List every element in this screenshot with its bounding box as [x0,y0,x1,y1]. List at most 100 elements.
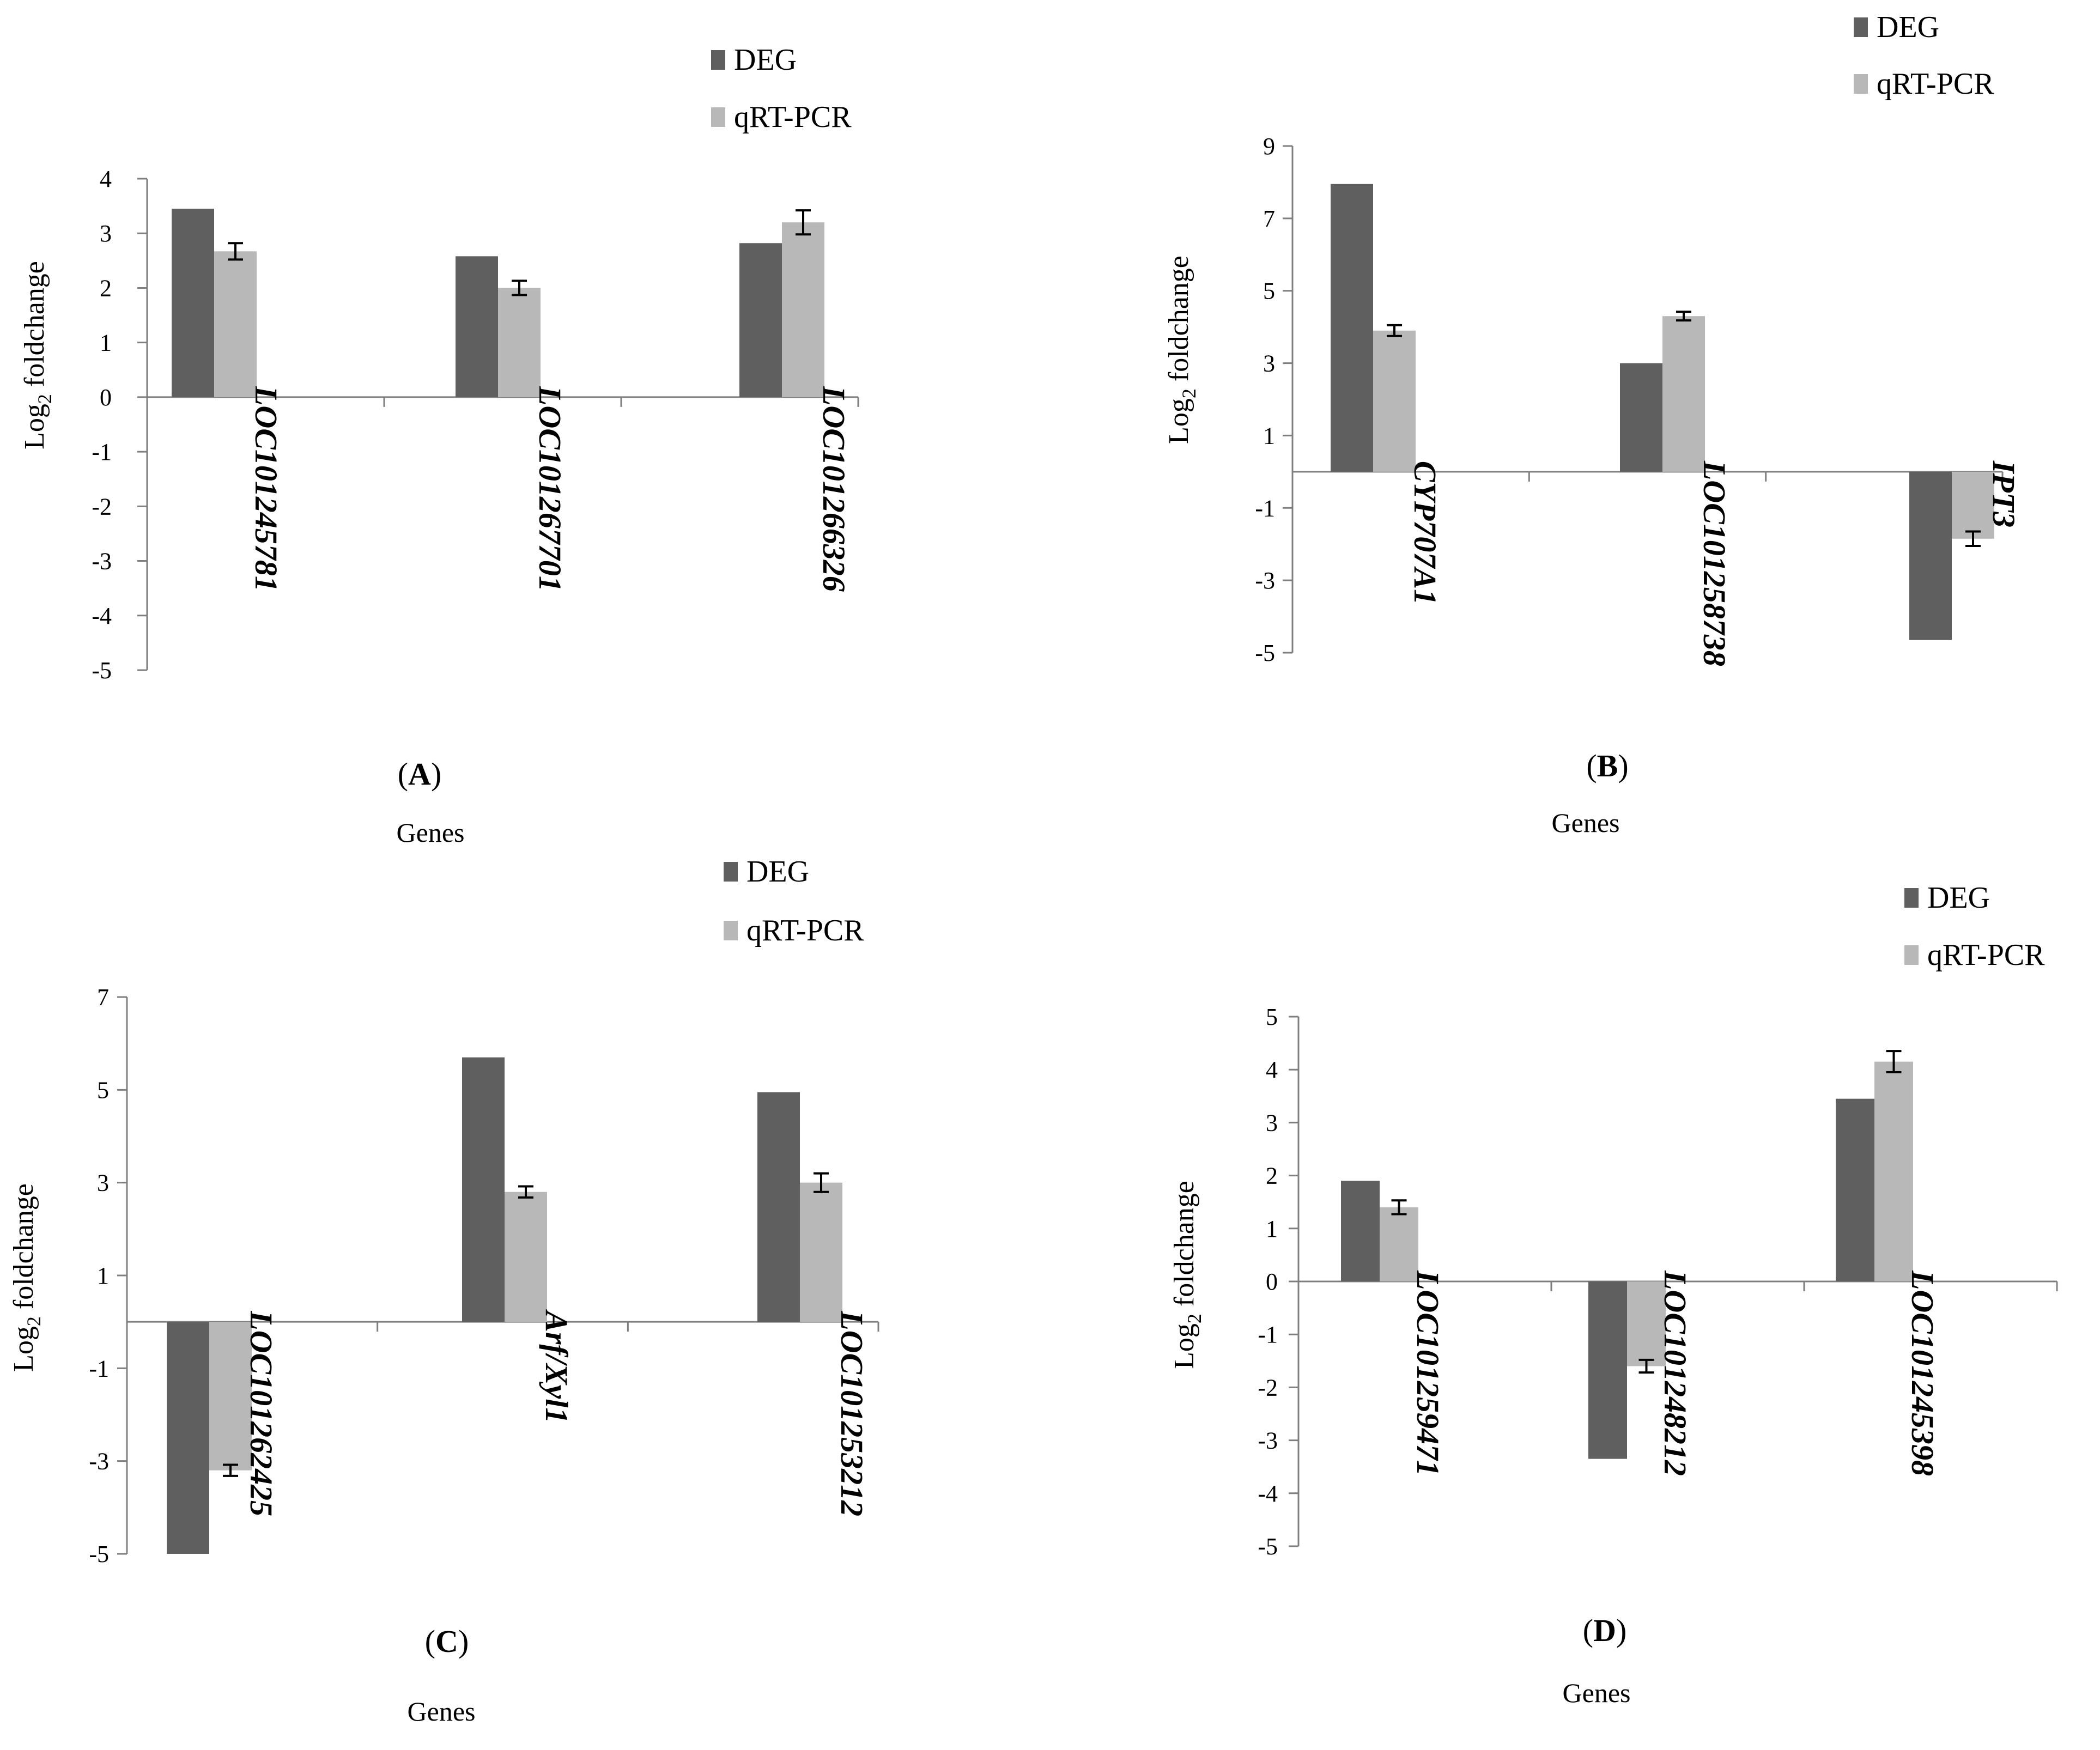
chart-panel-a: 4 3 2 1 0 -1 -2 -3 -4 -5 LOC101245781 LOC101267701 L… [19,43,859,848]
legend: DEG qRT-PCR [724,855,864,947]
y-tick-label: -2 [1258,1374,1278,1401]
panel-label-letter: A [408,756,431,792]
deg-bar [167,1322,209,1554]
deg-bar [1620,363,1662,472]
y-tick-label: 5 [1263,278,1275,305]
gene-label: LOC101245398 [1905,1270,1940,1476]
panel-label-open: ( [398,756,408,792]
qrt-pcr-bar [498,288,541,397]
y-tick-label: -3 [89,1448,109,1475]
deg-bar [1331,184,1373,472]
legend-label-deg: DEG [734,43,797,77]
y-tick-label: 3 [1266,1109,1278,1136]
gene-label: IPT3 [1986,460,2022,527]
y-tick-label: -3 [1258,1427,1278,1454]
y-tick-label: -3 [92,548,112,575]
deg-bar [1836,1098,1874,1281]
qrt-pcr-bar [1662,316,1705,472]
qrt-pcr-bar [800,1182,842,1322]
y-tick-label: 3 [1263,350,1275,377]
legend-swatch-deg [711,50,725,70]
y-tick-label: 4 [1266,1056,1278,1083]
gene-label: LOC101245781 [248,386,284,592]
legend-swatch-qrt-pcr [711,107,725,127]
chart-panel-d: 5 4 3 2 1 0 -1 -2 -3 -4 -5 LOC101259471 LOC101248212… [1169,881,2058,1708]
panel-label-open: ( [1586,748,1597,783]
gene-label: LOC101262425 [244,1310,279,1516]
qrt-pcr-bar [782,222,824,397]
y-axis-label-subscript: 2 [23,1316,45,1326]
panel-label-close: ) [458,1624,469,1659]
chart-panel-c: 7 5 3 1 -1 -3 -5 LOC101262425 Arf/Xyl1 LOC1012532… [8,855,879,1727]
legend-swatch-qrt-pcr [1854,74,1868,94]
y-axis-label-rest: foldchange [8,1183,39,1316]
y-tick-label: 1 [97,1262,109,1289]
panel-label-letter: C [435,1624,458,1659]
panel-label-letter: B [1597,748,1618,783]
legend-label-qrt-pcr: qRT-PCR [1927,938,2045,972]
y-tick-label: 9 [1263,133,1275,160]
y-tick-label: 0 [1266,1268,1278,1295]
y-tick-label: -1 [92,439,112,465]
y-axis-label-log: Log [1169,1323,1200,1369]
gene-label: CYP707A1 [1407,461,1443,605]
qrt-pcr-bar [1380,1207,1418,1281]
y-tick-label: -2 [92,493,112,520]
qrt-pcr-bar [1952,471,1994,539]
y-tick-label: 4 [100,166,112,192]
y-axis-label-subscript: 2 [1178,388,1200,398]
y-axis-label: Log2 foldchange [8,1183,45,1372]
deg-bar [462,1057,505,1322]
y-tick-label: 3 [100,220,112,247]
y-tick-label: 5 [1266,1004,1278,1030]
y-tick-label: 1 [1266,1216,1278,1242]
y-axis-label-rest: foldchange [19,261,50,394]
legend-label-qrt-pcr: qRT-PCR [746,914,864,947]
panel-label-letter: D [1593,1613,1616,1648]
deg-bar [757,1092,800,1322]
panel-label-open: ( [1583,1613,1593,1648]
y-tick-label: 1 [100,330,112,356]
gene-label: LOC101266326 [816,386,852,592]
qrt-pcr-bar [1373,330,1416,472]
deg-bar [456,256,498,397]
y-axis-label-log: Log [1163,398,1194,444]
y-axis-label-rest: foldchange [1163,256,1194,388]
panel-label: (D) [1583,1613,1627,1648]
panel-label-close: ) [431,756,441,792]
deg-bar [1341,1181,1380,1281]
x-axis-title: Genes [408,1696,476,1727]
y-tick-label: -5 [92,657,112,684]
legend: DEG qRT-PCR [1854,10,1994,101]
deg-bar [1909,471,1952,640]
y-tick-label: 7 [1263,205,1275,232]
y-tick-label: 2 [100,275,112,301]
legend-label-deg: DEG [1927,881,1990,915]
y-tick-label: -1 [1258,1321,1278,1348]
y-axis-label: Log2 foldchange [1163,256,1200,444]
y-axis-label: Log2 foldchange [1169,1181,1205,1369]
qrt-pcr-bar [505,1192,547,1322]
panel-label: (A) [398,756,442,792]
x-axis-title: Genes [1552,807,1620,838]
panel-label-open: ( [425,1624,435,1659]
x-axis-title: Genes [1563,1678,1631,1708]
legend: DEG qRT-PCR [1904,881,2045,972]
deg-bar [172,209,214,397]
gene-label: LOC101253212 [834,1310,870,1516]
legend-swatch-qrt-pcr [724,921,738,940]
y-tick-label: -1 [1255,495,1275,521]
y-tick-label: 1 [1263,422,1275,449]
x-axis-title: Genes [397,817,465,848]
y-tick-label: -1 [89,1355,109,1382]
qrt-pcr-bar [214,251,257,397]
y-axis-label-log: Log [8,1326,39,1372]
legend-label-qrt-pcr: qRT-PCR [1877,67,1994,101]
y-tick-label: -5 [1258,1533,1278,1560]
gene-label: Arf/Xyl1 [539,1309,574,1423]
y-tick-label: 0 [100,384,112,411]
legend-swatch-deg [1904,888,1919,908]
legend-swatch-deg [1854,17,1868,37]
y-tick-label: -5 [1255,640,1275,666]
chart-panel-b: 9 7 5 3 1 -1 -3 -5 CYP707A1 LOC101258738 IPT3 Log2 … [1163,10,2022,838]
